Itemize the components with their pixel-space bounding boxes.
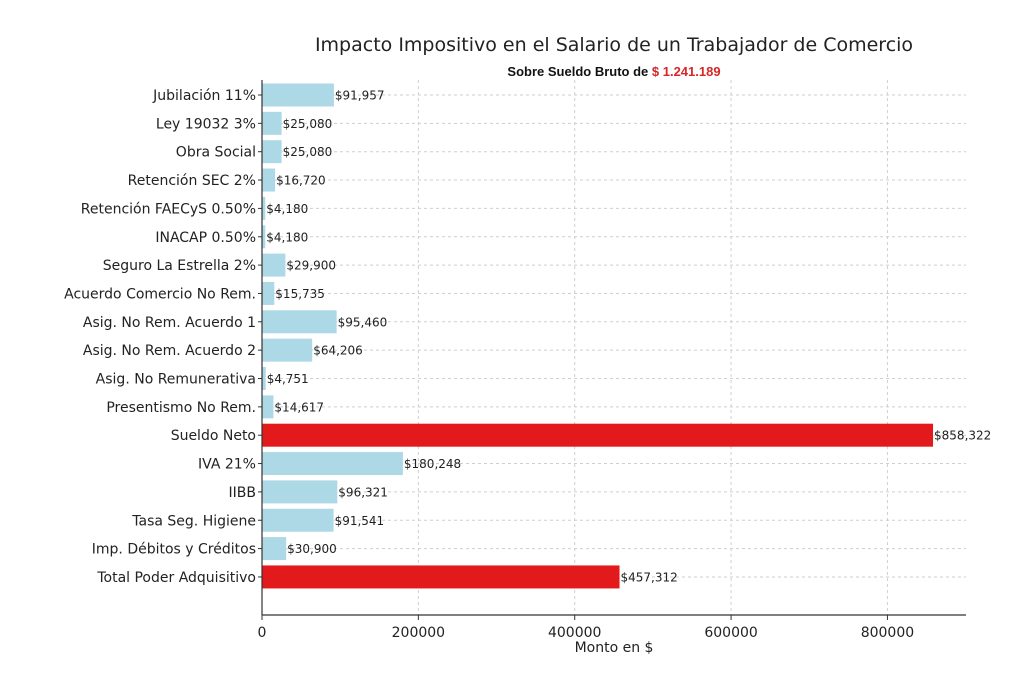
bar [262, 281, 275, 305]
bar [262, 367, 266, 390]
bar-value-label: $91,541 [335, 514, 385, 528]
y-tick-label: IVA 21% [198, 457, 256, 473]
bar-value-label: $16,720 [276, 174, 326, 188]
bar [262, 111, 282, 135]
x-axis-label: Monto en $ [575, 640, 654, 656]
bar [262, 168, 276, 192]
y-tick-label: Retención FAECyS 0.50% [81, 201, 256, 217]
bar-value-label: $15,735 [275, 287, 325, 301]
y-tick-label: Total Poder Adquisitivo [96, 570, 256, 586]
bar-value-label: $96,321 [338, 485, 388, 499]
y-tick-label: Presentismo No Rem. [106, 400, 256, 416]
y-tick-label: Asig. No Rem. Acuerdo 1 [83, 315, 256, 331]
bars-group: $91,957$25,080$25,080$16,720$4,180$4,180… [262, 83, 991, 589]
bar [262, 423, 934, 447]
y-tick-label: Obra Social [176, 145, 256, 161]
bar-value-label: $25,080 [283, 117, 333, 131]
bar-value-label: $4,751 [267, 372, 309, 386]
y-tick-label: Retención SEC 2% [128, 173, 256, 189]
chart-title: Impacto Impositivo en el Salario de un T… [315, 34, 913, 56]
y-tick-label: Jubilación 11% [152, 88, 256, 104]
grid-lines [262, 80, 966, 615]
chart-subtitle-prefix: Sobre Sueldo Bruto de [507, 64, 651, 79]
bar-value-label: $14,617 [274, 400, 324, 414]
x-tick-label: 600000 [704, 625, 757, 641]
bar [262, 140, 282, 164]
bar [262, 253, 286, 277]
bar [262, 565, 620, 589]
bar-value-label: $4,180 [266, 230, 308, 244]
bar [262, 83, 334, 107]
bar [262, 452, 403, 476]
y-tick-label: Sueldo Neto [171, 428, 256, 444]
bar-value-label: $4,180 [266, 202, 308, 216]
chart-subtitle: Sobre Sueldo Bruto de $ 1.241.189 [507, 64, 720, 79]
x-tick-label: 800000 [861, 625, 914, 641]
y-tick-label: INACAP 0.50% [155, 230, 256, 246]
x-tick-label: 200000 [392, 625, 445, 641]
y-tick-label: Ley 19032 3% [156, 116, 256, 132]
bar-value-label: $30,900 [287, 542, 337, 556]
bar-value-label: $64,206 [313, 344, 363, 358]
x-tick-label: 400000 [548, 625, 601, 641]
y-tick-label: Acuerdo Comercio No Rem. [64, 286, 256, 302]
bar [262, 225, 266, 249]
bar [262, 537, 287, 561]
bar-value-label: $858,322 [934, 429, 991, 443]
y-tick-label: IIBB [229, 485, 256, 501]
bar-value-label: $91,957 [335, 89, 385, 103]
bar [262, 508, 334, 532]
bar-value-label: $457,312 [621, 570, 678, 584]
y-tick-label: Asig. No Rem. Acuerdo 2 [83, 343, 256, 359]
bar-value-label: $95,460 [338, 315, 388, 329]
bar-value-label: $180,248 [404, 457, 461, 471]
bar [262, 480, 338, 504]
chart-subtitle-amount: $ 1.241.189 [652, 64, 721, 79]
bar [262, 395, 274, 419]
bar-value-label: $29,900 [286, 259, 336, 273]
x-tick-label: 0 [258, 625, 267, 641]
y-tick-label: Tasa Seg. Higiene [131, 513, 256, 529]
bar [262, 310, 337, 334]
y-tick-label: Imp. Débitos y Créditos [92, 542, 256, 558]
y-tick-label: Seguro La Estrella 2% [103, 258, 256, 274]
bar [262, 338, 313, 362]
bar [262, 196, 266, 220]
bar-value-label: $25,080 [283, 145, 333, 159]
y-tick-label: Asig. No Remunerativa [96, 372, 256, 388]
axes-group: Jubilación 11% Ley 19032 3% Obra Social Ret… [64, 80, 966, 641]
